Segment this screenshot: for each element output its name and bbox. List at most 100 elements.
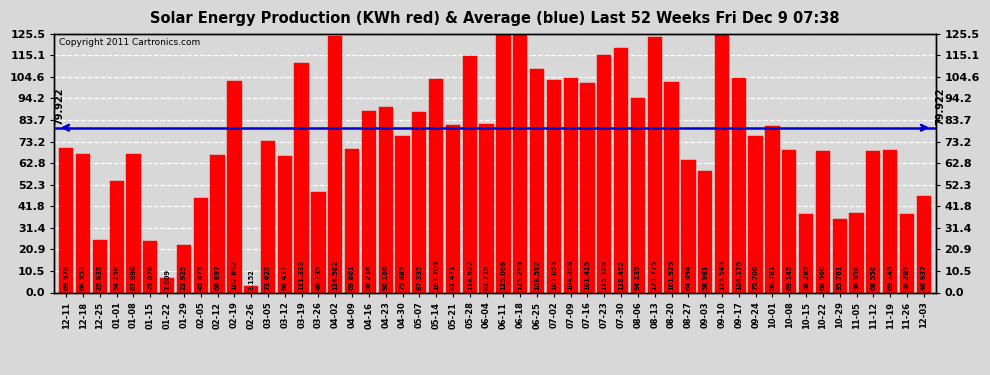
Text: 101.415: 101.415 xyxy=(584,260,590,291)
Bar xyxy=(395,136,410,292)
Text: 45.875: 45.875 xyxy=(198,265,204,291)
Text: 80.781: 80.781 xyxy=(769,265,775,291)
Text: 64.094: 64.094 xyxy=(685,265,691,291)
Text: 94.135: 94.135 xyxy=(635,265,641,291)
Bar xyxy=(513,34,528,292)
Text: 79.922: 79.922 xyxy=(936,87,945,124)
Bar xyxy=(328,36,343,292)
Bar xyxy=(345,148,359,292)
Bar xyxy=(194,198,208,292)
Text: 22.925: 22.925 xyxy=(181,265,187,291)
Text: 87.335: 87.335 xyxy=(417,265,423,291)
Text: 25.635: 25.635 xyxy=(97,265,103,291)
Text: 125.006: 125.006 xyxy=(500,260,507,291)
Text: 111.332: 111.332 xyxy=(299,260,305,291)
Text: 25.078: 25.078 xyxy=(148,265,153,291)
Bar xyxy=(748,136,762,292)
Bar xyxy=(647,37,662,292)
Text: 81.471: 81.471 xyxy=(450,265,456,291)
Text: 54.150: 54.150 xyxy=(114,265,120,291)
Bar xyxy=(378,107,393,292)
Text: 79.922: 79.922 xyxy=(54,87,64,124)
Bar xyxy=(715,34,730,292)
Bar xyxy=(144,241,157,292)
Text: 104.280: 104.280 xyxy=(567,260,573,291)
Bar xyxy=(816,151,830,292)
Text: 66.897: 66.897 xyxy=(215,265,221,291)
Bar xyxy=(765,126,779,292)
Bar xyxy=(580,83,595,292)
Text: 90.106: 90.106 xyxy=(383,265,389,291)
Bar xyxy=(917,196,931,292)
Text: 3.152: 3.152 xyxy=(248,270,254,291)
Bar xyxy=(530,69,544,292)
Text: 7.009: 7.009 xyxy=(164,270,170,291)
Bar xyxy=(160,278,174,292)
Text: 48.735: 48.735 xyxy=(316,265,322,291)
Text: 73.625: 73.625 xyxy=(265,265,271,291)
Bar xyxy=(563,78,578,292)
Bar xyxy=(127,154,141,292)
Text: 125.290: 125.290 xyxy=(517,260,524,291)
Text: 125.540: 125.540 xyxy=(719,261,725,291)
Bar xyxy=(614,48,629,292)
Text: 88.216: 88.216 xyxy=(366,265,372,291)
Bar xyxy=(110,181,124,292)
Bar xyxy=(429,79,444,292)
Bar xyxy=(866,151,880,292)
Text: Copyright 2011 Cartronics.com: Copyright 2011 Cartronics.com xyxy=(58,38,200,46)
Text: 38.550: 38.550 xyxy=(853,265,859,291)
Bar xyxy=(361,111,376,292)
Text: 115.180: 115.180 xyxy=(601,260,607,291)
Text: 114.922: 114.922 xyxy=(466,260,473,291)
Bar xyxy=(883,150,897,292)
Text: 69.145: 69.145 xyxy=(786,265,792,291)
Text: 38.285: 38.285 xyxy=(904,265,910,291)
Text: 102.692: 102.692 xyxy=(232,260,238,291)
Bar xyxy=(277,156,292,292)
Bar xyxy=(446,124,460,292)
Bar xyxy=(479,124,494,292)
Text: 35.761: 35.761 xyxy=(837,265,842,291)
Text: 68.550: 68.550 xyxy=(870,265,876,291)
Text: 69.145: 69.145 xyxy=(887,265,893,291)
Bar xyxy=(664,82,679,292)
Bar xyxy=(76,154,90,292)
Text: 104.175: 104.175 xyxy=(736,260,742,291)
Text: 81.715: 81.715 xyxy=(483,265,490,291)
Text: 75.885: 75.885 xyxy=(400,265,406,291)
Text: 124.582: 124.582 xyxy=(333,260,339,291)
Bar xyxy=(782,150,796,292)
Text: 68.560: 68.560 xyxy=(820,265,826,291)
Bar xyxy=(59,148,73,292)
Bar xyxy=(311,192,326,292)
Bar xyxy=(833,219,846,292)
Text: 103.059: 103.059 xyxy=(550,260,556,291)
Text: 69.978: 69.978 xyxy=(63,265,69,291)
Bar xyxy=(211,154,225,292)
Bar xyxy=(245,286,258,292)
Bar xyxy=(177,245,191,292)
Text: 75.700: 75.700 xyxy=(752,265,758,291)
Bar xyxy=(260,141,275,292)
Bar xyxy=(228,81,242,292)
Text: 58.981: 58.981 xyxy=(702,265,708,291)
Bar xyxy=(681,160,696,292)
Text: 103.709: 103.709 xyxy=(434,260,440,291)
Bar xyxy=(462,56,477,292)
Text: 46.937: 46.937 xyxy=(921,265,927,291)
Bar xyxy=(597,55,612,292)
Text: 38.285: 38.285 xyxy=(803,265,809,291)
Text: 108.592: 108.592 xyxy=(534,260,540,291)
Text: 66.953: 66.953 xyxy=(80,265,86,291)
Bar xyxy=(732,78,745,292)
Bar xyxy=(546,80,561,292)
Text: 101.925: 101.925 xyxy=(668,260,674,291)
Bar xyxy=(496,35,511,292)
Bar xyxy=(631,98,645,292)
Text: 66.417: 66.417 xyxy=(282,265,288,291)
Text: 69.801: 69.801 xyxy=(349,265,355,291)
Bar xyxy=(698,171,713,292)
Bar xyxy=(799,214,813,292)
Bar xyxy=(93,240,107,292)
